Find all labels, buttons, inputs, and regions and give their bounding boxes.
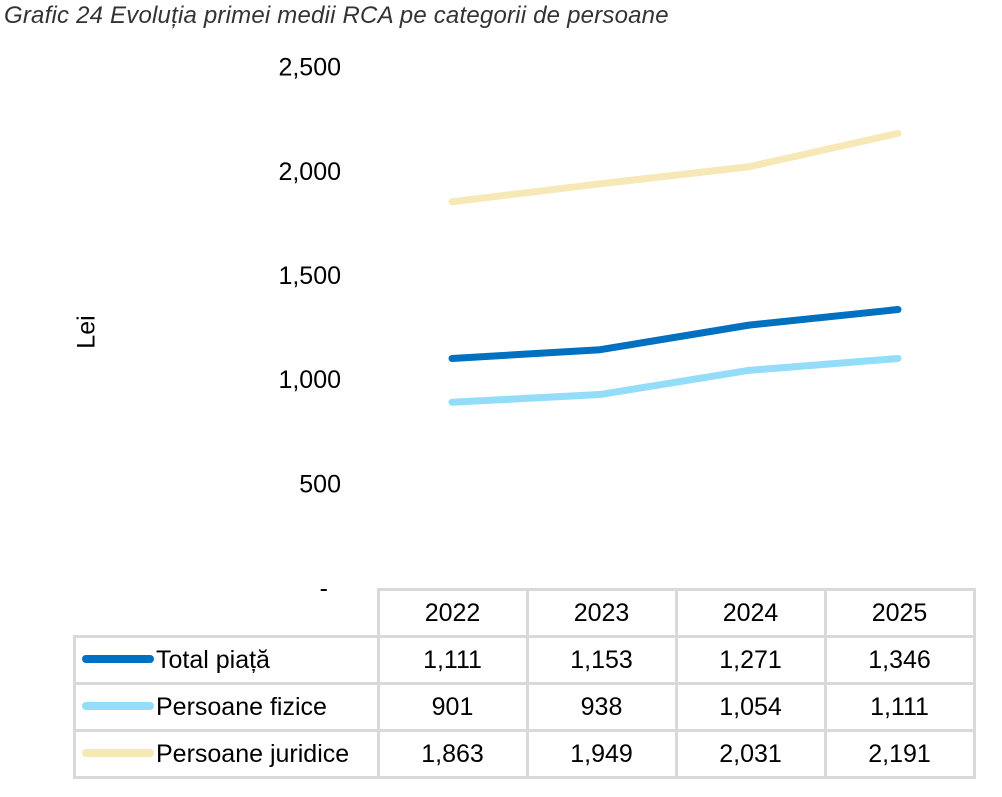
y-tick-label: 1,500 xyxy=(278,262,341,290)
legend-entry: Persoane juridice xyxy=(73,729,380,779)
x-tick-label: 2023 xyxy=(525,588,678,638)
x-tick-label: 2025 xyxy=(823,588,976,638)
data-label: 1,949 xyxy=(525,729,678,779)
data-label: 2,191 xyxy=(823,729,976,779)
y-tick-label: 500 xyxy=(299,470,341,498)
data-label: 1,111 xyxy=(376,635,529,685)
data-label: 1,346 xyxy=(823,635,976,685)
table-header-row: 2022 2023 2024 2025 xyxy=(74,588,976,638)
series-lines xyxy=(448,129,902,406)
legend-key-icon xyxy=(82,654,154,663)
data-label: 1,153 xyxy=(525,635,678,685)
series-line-1 xyxy=(448,354,902,406)
legend-key-icon xyxy=(82,748,154,757)
legend-label: Persoane juridice xyxy=(156,739,350,768)
x-tick-label: 2024 xyxy=(674,588,827,638)
table-corner xyxy=(74,589,380,638)
data-label: 938 xyxy=(525,682,678,732)
series-line-2 xyxy=(448,129,902,206)
legend-label: Persoane fizice xyxy=(156,692,327,721)
data-label: 1,111 xyxy=(823,682,976,732)
data-table: 2022 2023 2024 2025 Total piață 1,111 1,153 1,2… xyxy=(73,588,976,779)
data-label: 901 xyxy=(376,682,529,732)
table-row: Persoane juridice 1,863 1,949 2,031 2,191 xyxy=(73,729,976,779)
y-tick-label: 1,000 xyxy=(278,366,341,394)
x-tick-label: 2022 xyxy=(376,588,529,638)
series-line-0 xyxy=(448,305,902,362)
data-label: 1,054 xyxy=(674,682,827,732)
legend-entry: Total piață xyxy=(73,635,380,685)
legend-key-icon xyxy=(82,701,154,710)
table-row: Total piață 1,111 1,153 1,271 1,346 xyxy=(73,635,976,685)
y-axis-label: Lei xyxy=(73,315,101,348)
data-label: 1,863 xyxy=(376,729,529,779)
y-tick-label: 2,500 xyxy=(278,54,341,82)
y-tick-label: 2,000 xyxy=(278,158,341,186)
data-label: 2,031 xyxy=(674,729,827,779)
table-row: Persoane fizice 901 938 1,054 1,111 xyxy=(73,682,976,732)
y-axis-ticks: - 500 1,000 1,500 2,000 2,500 xyxy=(278,54,341,600)
line-chart: - 500 1,000 1,500 2,000 2,500 Lei xyxy=(73,54,902,600)
legend-label: Total piață xyxy=(156,645,270,674)
chart-title: Grafic 24 Evoluția primei medii RCA pe c… xyxy=(4,2,669,29)
y-tick-label: - xyxy=(320,575,328,600)
legend-entry: Persoane fizice xyxy=(73,682,380,732)
data-label: 1,271 xyxy=(674,635,827,685)
